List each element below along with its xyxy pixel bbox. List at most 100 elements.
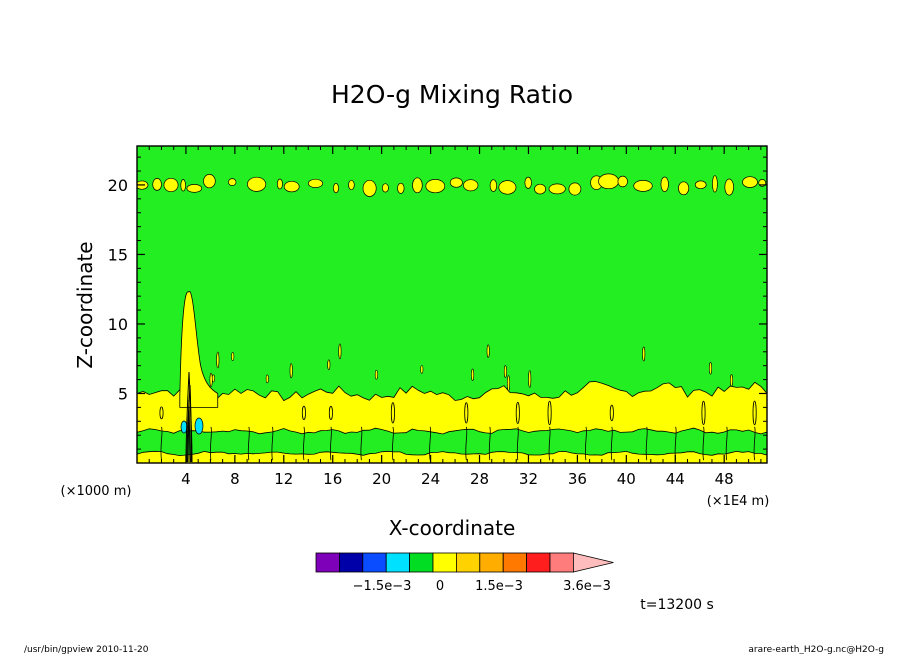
speck — [486, 344, 490, 358]
band-cell — [307, 178, 324, 188]
core-contour — [187, 399, 191, 463]
colorbar-swatch — [502, 552, 528, 573]
speck — [642, 346, 646, 362]
x-tick-label: 36 — [568, 470, 587, 488]
cell-contour — [328, 405, 333, 420]
y-tick-label: 5 — [118, 384, 128, 403]
colorbar-swatch — [409, 552, 434, 573]
colorbar-swatch — [549, 552, 574, 573]
band-cell — [489, 179, 498, 192]
colorbar-label: 1.5e−3 — [475, 579, 523, 594]
cell-contour — [645, 426, 648, 461]
cell-contour — [609, 404, 614, 422]
speck — [471, 368, 475, 381]
band-cell — [548, 183, 566, 195]
band-cell — [186, 184, 203, 193]
cell-contour — [464, 402, 469, 424]
band-cell — [694, 180, 707, 190]
plume-core — [180, 371, 204, 463]
colorbar-swatch — [479, 552, 504, 573]
plot-frame — [136, 145, 768, 464]
cell-contour — [391, 426, 394, 461]
band-cell — [228, 178, 237, 186]
band-cell — [203, 174, 216, 189]
contour-specks — [209, 343, 733, 392]
x-tick-label: 44 — [666, 470, 685, 488]
cell-contour — [610, 426, 613, 461]
cell-contour — [548, 426, 551, 461]
x-unit-left: (×1000 m) — [61, 484, 132, 499]
band-cell — [742, 176, 758, 188]
speck — [528, 370, 532, 388]
speck — [209, 372, 213, 388]
cell-contour — [465, 426, 468, 461]
colorbar-label: −1.5e−3 — [353, 579, 412, 594]
speck — [216, 351, 220, 369]
band-cell — [660, 176, 669, 192]
x-tick-label: 8 — [230, 470, 240, 488]
cell-contour — [329, 426, 332, 461]
cell-contour — [302, 426, 305, 461]
band-cell — [724, 178, 734, 196]
band-cell — [678, 181, 690, 196]
band-cell — [712, 175, 718, 193]
x-tick-label: 12 — [274, 470, 293, 488]
cell-contour — [516, 426, 519, 461]
x-tick-label: 24 — [421, 470, 440, 488]
cell-contour — [584, 426, 587, 461]
green-layer — [137, 427, 767, 457]
x-tick-label: 16 — [323, 470, 342, 488]
footer-left: /usr/bin/gpview 2010-11-20 — [24, 645, 149, 654]
band-cell — [524, 176, 532, 189]
band-cell — [449, 177, 463, 188]
colorbar-swatch — [526, 552, 551, 573]
colorbar-labels: −1.5e−3 0 1.5e−3 3.6e−3 — [353, 579, 611, 594]
x-tick-label: 20 — [372, 470, 391, 488]
cyan-blob — [194, 417, 204, 435]
colorbar-swatch — [315, 552, 340, 573]
plot-area — [137, 146, 767, 463]
cell-contour — [701, 400, 706, 425]
band-cell — [152, 178, 162, 191]
chart-title: H2O-g Mixing Ratio — [331, 80, 573, 109]
band-cell — [381, 183, 389, 193]
colorbar-label: 3.6e−3 — [563, 579, 611, 594]
speck — [506, 375, 510, 392]
speck — [289, 363, 293, 379]
cell-contour — [547, 400, 552, 426]
colorbar-swatch — [385, 552, 411, 573]
band-cell — [247, 176, 267, 192]
cell-contour — [390, 402, 395, 424]
band-cell — [362, 179, 377, 197]
y-axis-title: Z-coordinate — [73, 241, 97, 368]
x-axis-title: X-coordinate — [389, 516, 516, 540]
band-cell — [633, 180, 653, 192]
band-cell — [412, 177, 423, 194]
core-contour — [185, 371, 193, 463]
x-axis: 4 8 12 16 20 24 28 32 36 40 44 48 — [148, 146, 762, 488]
y-tick-label: 10 — [108, 315, 128, 334]
cell-contour — [752, 400, 757, 426]
speck — [231, 352, 235, 361]
y-tick-label: 15 — [108, 245, 128, 264]
colorbar-arrow — [573, 552, 614, 573]
band-cell — [568, 182, 582, 196]
band-cell — [180, 179, 186, 192]
band-cell — [397, 182, 405, 194]
cell-contour — [429, 426, 432, 461]
cell-contour — [515, 401, 520, 424]
cell-contour — [271, 426, 274, 461]
footer-right: arare-earth_H2O-g.nc@H2O-g — [748, 645, 884, 654]
speck — [503, 365, 507, 378]
colorbar-swatch — [455, 552, 481, 573]
cell-contour — [488, 426, 491, 461]
speck — [420, 365, 424, 374]
band-cell — [163, 177, 179, 193]
x-tick-label: 4 — [181, 470, 191, 488]
core-contour — [186, 384, 192, 463]
cell-contour — [360, 426, 363, 461]
band-cell — [534, 183, 547, 195]
band-cell — [276, 178, 283, 190]
band-cell — [463, 179, 479, 192]
